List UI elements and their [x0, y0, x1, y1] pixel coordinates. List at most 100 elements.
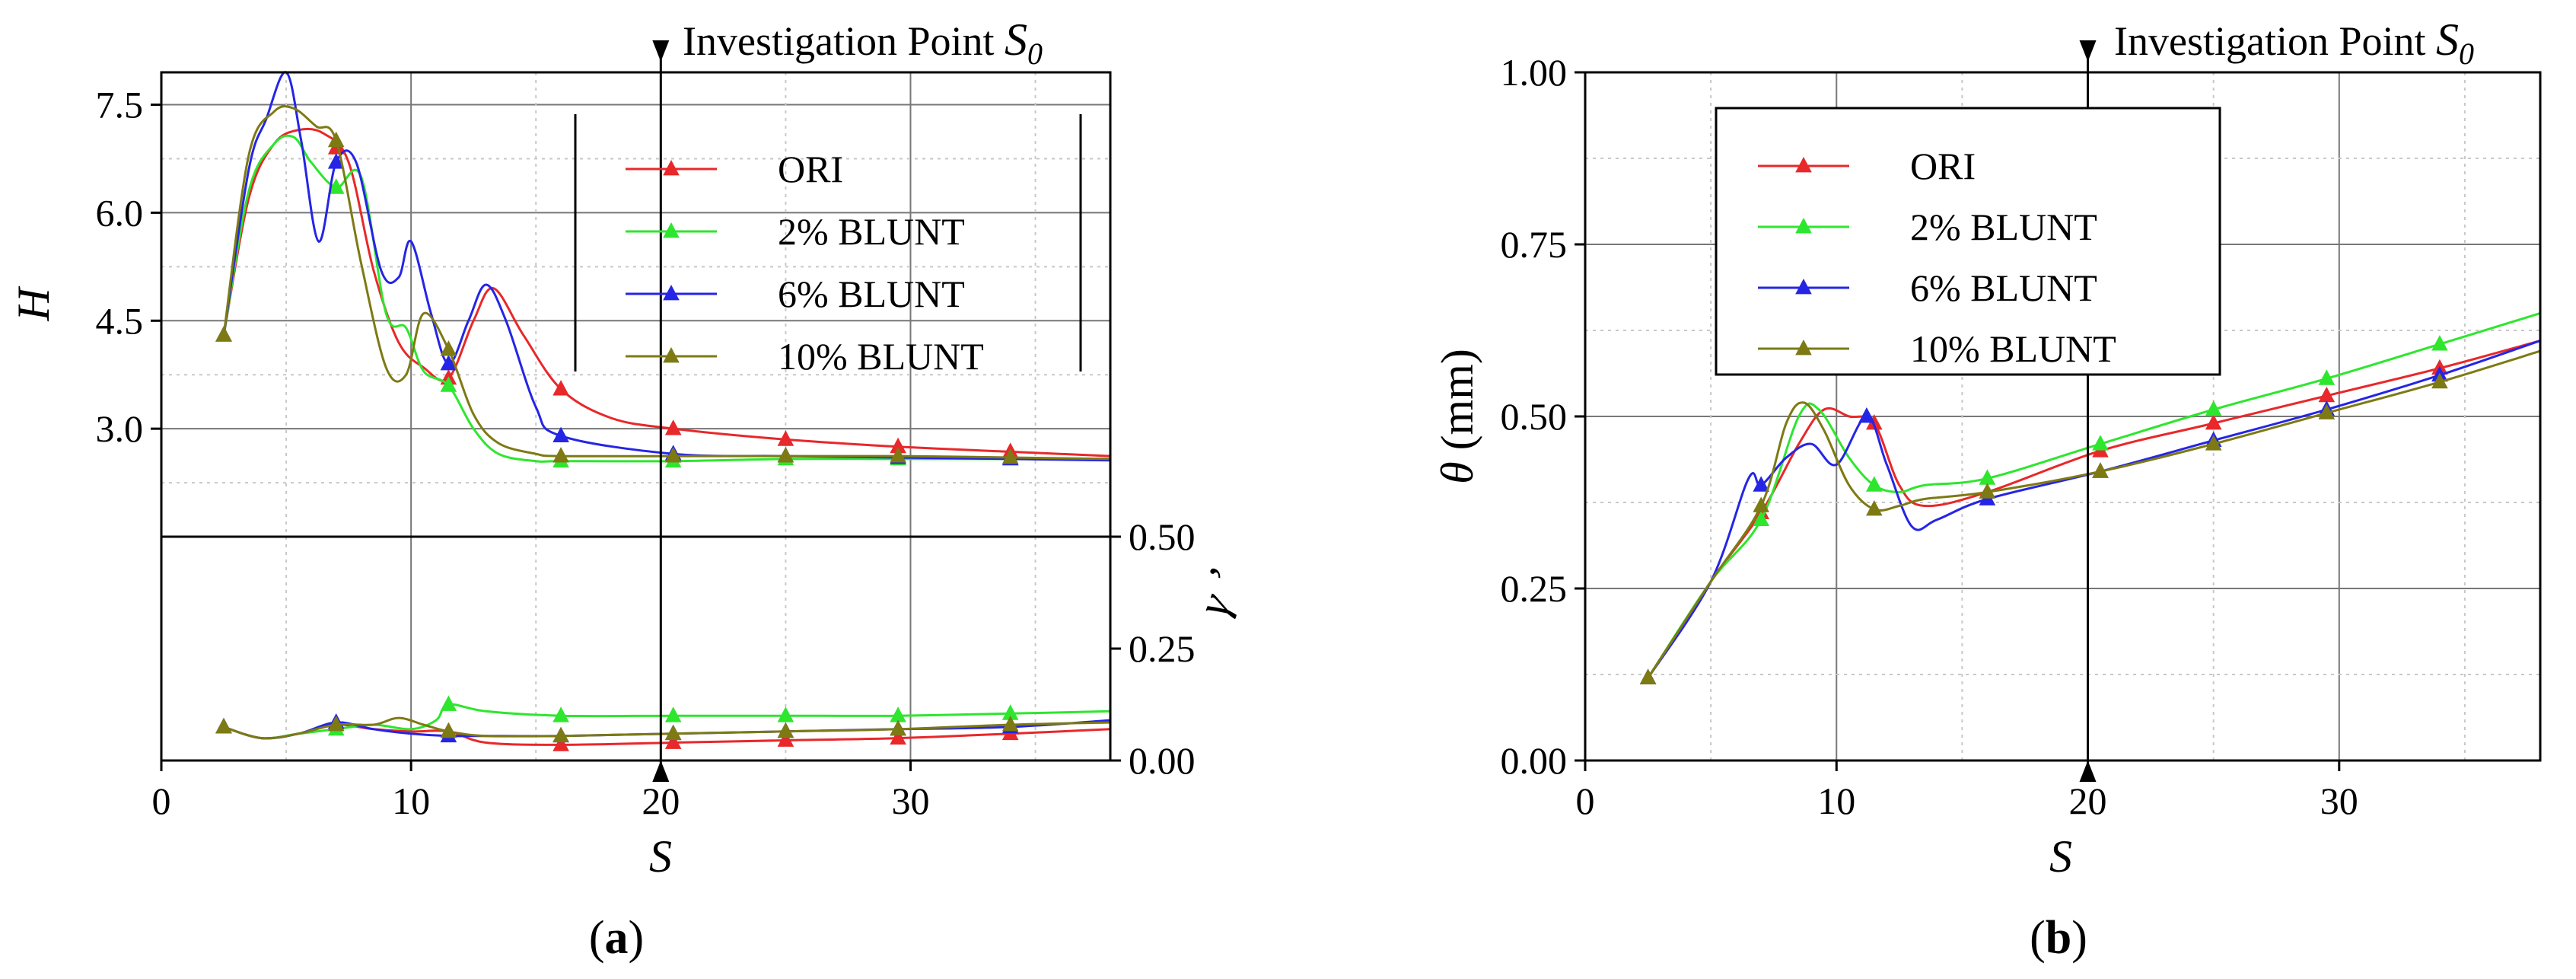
chart-a-upper-ytick-label: 6.0: [96, 191, 144, 234]
chart-a-upper-marker-10pct-blunt-5: [777, 447, 794, 463]
chart-a-xtick-label: 20: [642, 780, 680, 822]
chart-a-legend-label-6pct-blunt: 6% BLUNT: [778, 273, 965, 315]
chart-b-marker-10pct-blunt-4: [2092, 462, 2109, 478]
chart-a-lower-marker-2pct-blunt-7: [1001, 704, 1019, 720]
chart-b-xlabel: S: [2049, 831, 2072, 882]
chart-b-ytick-label: 0.50: [1501, 395, 1568, 438]
chart-a-xlabel: S: [649, 831, 672, 882]
chart-b-line-6pct-blunt: [1647, 340, 2541, 679]
chart-a-lower-marker-2pct-blunt-5: [777, 706, 794, 722]
chart-b-marker-2pct-blunt-4: [2092, 435, 2109, 451]
chart-a-annotation: Investigation Point S0: [683, 14, 1043, 71]
chart-a-legend-marker-6pct-blunt: [663, 285, 680, 301]
chart-b-legend-marker-6pct-blunt: [1795, 279, 1812, 295]
chart-b-ytick-label: 0.25: [1501, 567, 1568, 610]
chart-a-upper-line-ori: [222, 127, 1111, 458]
chart-a-upper-marker-6pct-blunt-3: [552, 426, 569, 442]
chart-a-lower-marker-ori-4: [664, 733, 682, 749]
chart-b-marker-10pct-blunt-0: [1639, 668, 1657, 684]
chart-b-ytick-label: 1.00: [1501, 51, 1568, 94]
chart-b-series: [1639, 311, 2541, 684]
chart-a-investigation-arrow-bottom: [652, 761, 670, 782]
chart-a-lower-marker-2pct-blunt-6: [890, 706, 906, 722]
chart-b-marker-10pct-blunt-6: [2318, 403, 2336, 419]
chart-a-legend-marker-10pct-blunt: [663, 347, 680, 363]
chart-a-upper-ytick-label: 3.0: [96, 407, 144, 450]
chart-b-legend-label-10pct-blunt: 10% BLUNT: [1910, 327, 2116, 370]
chart-a-upper-marker-ori-3: [552, 380, 569, 396]
chart-a-lower-marker-10pct-blunt-7: [1001, 716, 1019, 732]
chart-b-legend-marker-10pct-blunt: [1795, 340, 1812, 356]
chart-a-ticks: [151, 104, 1121, 771]
chart-b-marker-6pct-blunt-1: [1753, 476, 1769, 492]
chart-a-tick-labels: 0 10 20 30 3.0 4.5 6.0 7.5 0.00 0.25 0.50: [96, 84, 1196, 822]
chart-a-lower-series: [215, 695, 1111, 751]
chart-a-lower-marker-ori-5: [777, 731, 794, 747]
chart-a-legend-marker-ori: [663, 160, 680, 176]
chart-a-upper-marker-10pct-blunt-3: [552, 447, 569, 463]
chart-a-upper-marker-ori-4: [664, 419, 682, 435]
chart-b-marker-2pct-blunt-5: [2205, 400, 2222, 416]
chart-a-upper-marker-ori-5: [777, 430, 794, 446]
chart-a-upper-marker-2pct-blunt-2: [440, 376, 457, 392]
chart-b-ytick-label: 0.75: [1501, 223, 1568, 266]
chart-a-upper-grid: [161, 72, 1110, 761]
chart-b-marker-6pct-blunt-2: [1858, 407, 1875, 423]
chart-a-lower-marker-2pct-blunt-3: [552, 706, 569, 722]
chart-b-caption: (b): [2030, 912, 2087, 964]
chart-b-legend: ORI 2% BLUNT 6% BLUNT 10% BLUNT: [1715, 107, 2221, 376]
chart-a-lower-ytick-label: 0.25: [1129, 627, 1196, 670]
chart-b-marker-2pct-blunt-2: [1866, 476, 1883, 492]
chart-b-annotation: Investigation Point S0: [2114, 14, 2474, 71]
chart-a-lower-marker-ori-3: [552, 735, 569, 751]
chart-b-xtick-label: 30: [2320, 780, 2358, 822]
chart-a-lower-marker-10pct-blunt-0: [215, 717, 232, 734]
chart-a-upper-ylabel: H: [8, 285, 59, 322]
chart-a-investigation-line: [652, 40, 670, 782]
chart-a-lower-ytick-label: 0.50: [1129, 515, 1196, 558]
chart-a-upper-ytick-label: 4.5: [96, 299, 144, 342]
chart-a-xtick-label: 0: [152, 780, 171, 822]
chart-b-legend-box: [1715, 107, 2221, 376]
chart-a-upper-marker-10pct-blunt-1: [327, 131, 345, 148]
chart-a-caption: (a): [589, 912, 644, 964]
chart-a-upper-marker-10pct-blunt-7: [1001, 448, 1019, 464]
chart-a-upper-marker-10pct-blunt-6: [890, 447, 906, 463]
chart-b-legend-label-ori: ORI: [1910, 145, 1976, 187]
chart-b-marker-10pct-blunt-3: [1979, 483, 1996, 499]
chart-b-marker-2pct-blunt-7: [2431, 335, 2448, 351]
chart-a-lower-marker-2pct-blunt-2: [440, 695, 457, 711]
chart-b-ylabel: θ (mm): [1432, 349, 1482, 484]
chart-b-xtick-label: 20: [2069, 780, 2107, 822]
chart-a-lower-marker-10pct-blunt-5: [777, 722, 794, 738]
chart-a-lower-marker-10pct-blunt-2: [440, 722, 457, 738]
chart-a-lower-marker-2pct-blunt-4: [664, 706, 682, 722]
chart-a-upper-series: [215, 71, 1111, 468]
chart-a-upper-marker-ori-6: [890, 437, 906, 454]
chart-a-legend-label-10pct-blunt: 10% BLUNT: [778, 335, 984, 378]
chart-b-xtick-label: 0: [1576, 780, 1595, 822]
chart-b-legend-marker-2pct-blunt: [1795, 218, 1812, 234]
chart-b-legend-label-6pct-blunt: 6% BLUNT: [1910, 266, 2097, 309]
chart-a-lower-marker-ori-6: [890, 729, 906, 745]
chart-a-upper-marker-10pct-blunt-0: [215, 326, 232, 342]
chart-a-upper-line-10pct-blunt: [222, 105, 1111, 461]
chart-a-frame: [160, 71, 1112, 762]
chart-b: 0 10 20 30 0.00 0.25 0.50 0.75 1.00 ORI 2% BLUNT 6…: [1432, 14, 2542, 964]
chart-a-legend-label-ori: ORI: [778, 148, 843, 190]
chart-a-investigation-arrow-top: [652, 40, 670, 62]
chart-a-xtick-label: 30: [891, 780, 929, 822]
chart-a-lower-marker-10pct-blunt-3: [552, 726, 569, 743]
chart-b-marker-10pct-blunt-5: [2205, 435, 2222, 451]
chart-b-marker-10pct-blunt-1: [1753, 496, 1769, 512]
chart-a-lower-marker-10pct-blunt-4: [664, 724, 682, 741]
chart-a-legend: ORI 2% BLUNT 6% BLUNT 10% BLUNT: [574, 114, 1082, 378]
chart-a-upper-marker-6pct-blunt-2: [440, 355, 457, 371]
chart-a: 0 10 20 30 3.0 4.5 6.0 7.5 0.00 0.25 0.50 ORI 2% BL…: [8, 14, 1250, 964]
chart-a-upper-ytick-label: 7.5: [96, 84, 144, 126]
chart-b-line-10pct-blunt: [1647, 349, 2541, 679]
chart-b-tick-labels: 0 10 20 30 0.00 0.25 0.50 0.75 1.00: [1501, 51, 2358, 822]
chart-b-xtick-label: 10: [1817, 780, 1855, 822]
chart-b-marker-ori-5: [2205, 414, 2222, 430]
